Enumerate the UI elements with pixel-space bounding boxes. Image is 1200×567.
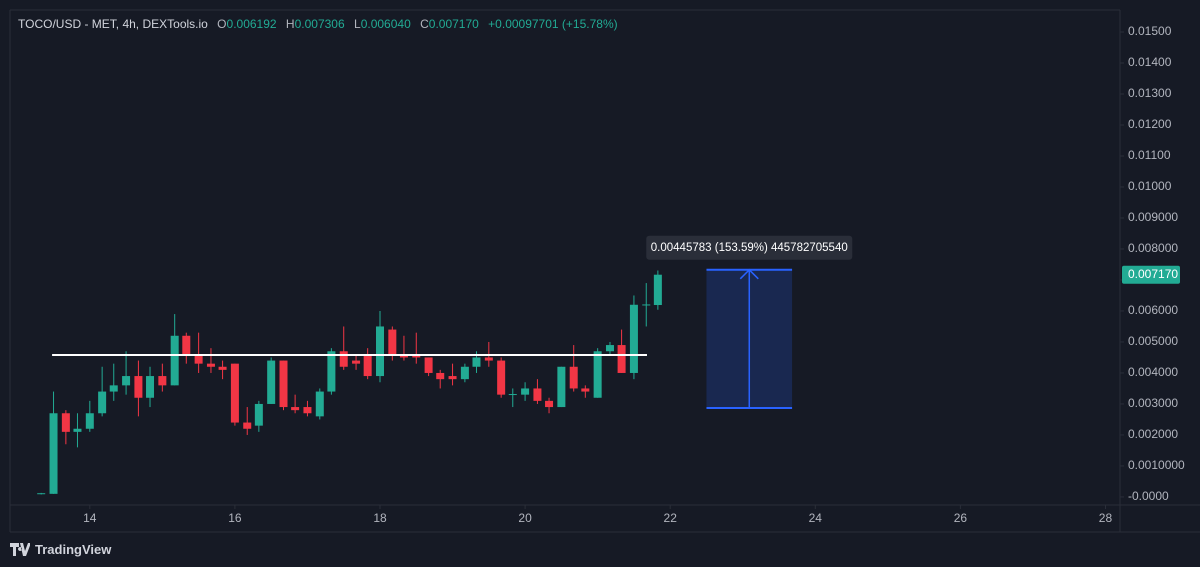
y-tick-label: 0.003000 [1128,396,1178,410]
candle-body [497,360,506,395]
y-tick-label: 0.002000 [1128,427,1178,441]
candle-body [557,366,566,408]
last-price-tag [1122,265,1180,284]
candle-body [327,351,336,392]
high-key: H [285,17,295,31]
candle-body [291,407,300,411]
low-value: 0.006040 [360,17,411,31]
x-tick-label: 14 [83,511,97,525]
candle-body [158,376,167,386]
candle-body [73,428,82,432]
candle-body [122,376,131,386]
candle-body [134,376,143,398]
x-tick-label: 20 [518,511,532,525]
symbol-legend: TOCO/USD - MET, 4h, DEXTools.io O0.00619… [18,17,618,31]
range-arrow-head [739,268,759,280]
candle-body [642,304,651,306]
candle-body [424,357,433,373]
candle-body [303,407,312,414]
x-tick-label: 24 [809,511,823,525]
candle-body [61,413,70,432]
change: +0.00097701 (+15.78%) [488,17,618,31]
candle-body [484,357,493,361]
candle-body [85,413,94,429]
y-tick-label: 0.01200 [1128,117,1172,131]
x-tick-label: 28 [1099,511,1113,525]
candle-body [581,388,590,392]
candle-body [472,357,481,367]
candle-body [49,413,58,494]
candle-body [545,400,554,408]
candle-body [448,376,457,380]
y-tick-label: -0.0000 [1128,489,1169,503]
y-tick-label: 0.009000 [1128,210,1178,224]
y-tick-label: 0.0010000 [1128,458,1185,472]
candle-body [254,403,263,426]
candle-body [230,363,239,423]
x-tick-label: 18 [373,511,387,525]
candle-body [569,366,578,389]
range-label: 0.00445783 (153.59%) 445782705540 [651,242,848,254]
candle-body [279,360,288,408]
y-tick-label: 0.01500 [1128,24,1172,38]
candle-body [629,304,638,373]
y-tick-label: 0.01400 [1128,55,1172,69]
candle-body [339,351,348,367]
candle-body [170,335,179,386]
candle-body [593,351,602,398]
candle-body [182,335,191,355]
candle-body [243,422,252,429]
candle-body [521,388,530,395]
candle-body [315,391,324,417]
candle-body [653,274,662,306]
candle-body [146,376,155,398]
last-price-label: 0.007170 [1128,267,1178,281]
brand-logo [10,542,30,556]
candle-body [388,329,397,355]
candle-body [267,360,276,404]
x-tick-label: 22 [664,511,678,525]
candle-body [617,345,626,373]
candle-body [376,326,384,377]
candle-body [98,391,107,414]
x-tick-label: 26 [954,511,968,525]
candle-body [206,363,215,367]
candle-body [436,372,445,380]
y-tick-label: 0.008000 [1128,241,1178,255]
close-key: C [420,17,429,31]
y-tick-label: 0.01000 [1128,179,1172,193]
close-value: 0.007170 [428,17,479,31]
high-value: 0.007306 [294,17,345,31]
brand-name: TradingView [35,542,112,557]
candle-body [363,354,372,377]
candle-body [533,388,542,401]
y-tick-label: 0.005000 [1128,334,1178,348]
low-key: L [354,17,361,31]
x-tick-label: 16 [228,511,242,525]
footer: TradingView [10,542,111,557]
y-tick-label: 0.006000 [1128,303,1178,317]
open-value: 0.006192 [226,17,277,31]
candle-body [218,366,227,370]
candle-body [109,385,118,392]
candle-body [37,493,46,495]
y-tick-label: 0.004000 [1128,365,1178,379]
y-tick-label: 0.01100 [1128,148,1171,162]
symbol-title: TOCO/USD - MET, 4h, DEXTools.io [18,17,208,31]
candle-body [605,345,614,352]
candle-body [194,354,203,364]
candle-body [352,360,361,364]
open-key: O [217,17,227,31]
range-label-bg [646,235,853,260]
candle-body [460,366,469,380]
y-tick-label: 0.01300 [1128,86,1172,100]
candle-body [508,394,517,396]
